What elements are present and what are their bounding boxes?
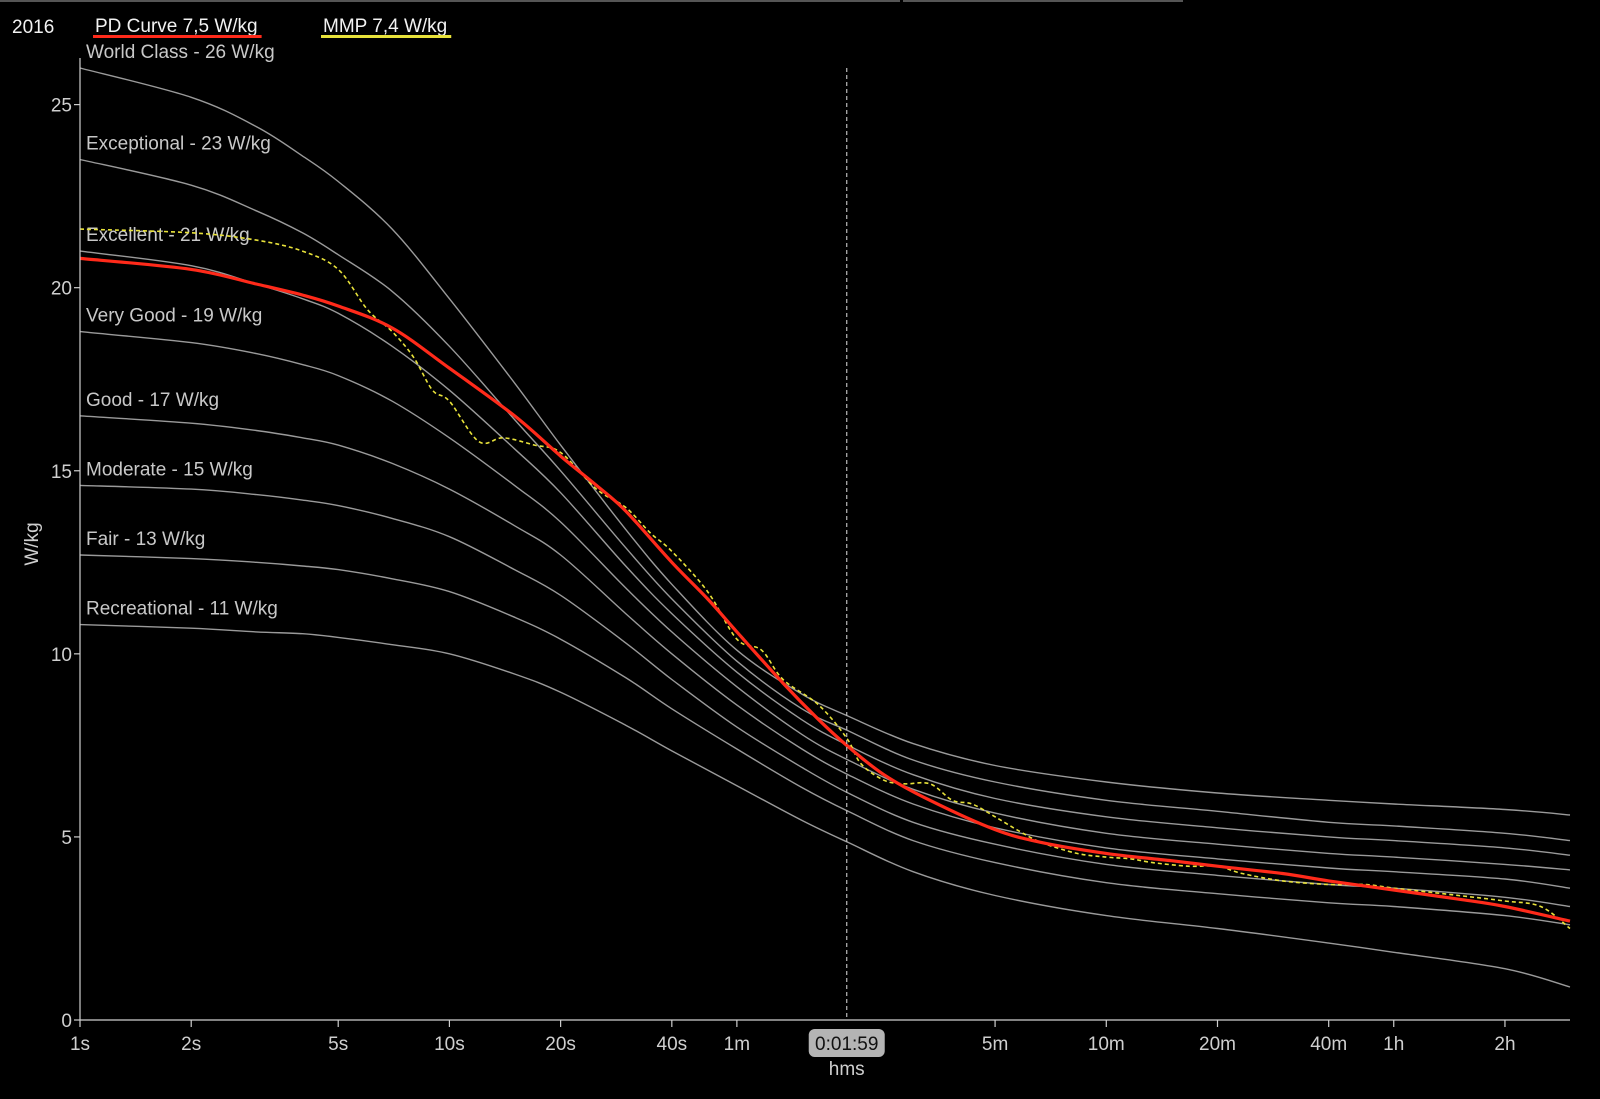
x-tick-label-2h: 2h xyxy=(1494,1034,1515,1055)
band-label-excellent-21-w-kg: Excellent - 21 W/kg xyxy=(86,225,250,246)
band-line-fair-13-w-kg xyxy=(79,554,1571,926)
band-label-world-class-26-w-kg: World Class - 26 W/kg xyxy=(86,42,275,63)
band-line-good-17-w-kg xyxy=(79,415,1571,889)
x-tick-label-40s: 40s xyxy=(657,1034,688,1055)
band-line-very-good-19-w-kg xyxy=(79,330,1571,871)
band-line-world-class-26-w-kg xyxy=(79,67,1571,816)
legend-label-mmp[interactable]: MMP 7,4 W/kg xyxy=(323,16,447,37)
band-line-recreational-11-w-kg xyxy=(79,623,1571,988)
series-pd-curve xyxy=(79,256,1571,923)
y-axis-label: W/kg xyxy=(22,522,43,565)
x-tick-label-1h: 1h xyxy=(1383,1034,1404,1055)
x-tick-label-1s: 1s xyxy=(70,1034,90,1055)
band-label-fair-13-w-kg: Fair - 13 W/kg xyxy=(86,529,205,550)
chart-header: 2016 PD Curve 7,5 W/kg MMP 7,4 W/kg xyxy=(12,16,452,38)
band-line-moderate-15-w-kg xyxy=(79,484,1571,908)
band-lines xyxy=(79,67,1571,988)
band-label-recreational-11-w-kg: Recreational - 11 W/kg xyxy=(86,599,278,620)
legend-swatch-pd-curve xyxy=(93,35,262,38)
x-tick-label-20s: 20s xyxy=(545,1034,576,1055)
x-tick-label-2s: 2s xyxy=(181,1034,201,1055)
cursor-layer: 0:01:59 xyxy=(808,68,885,1057)
x-tick-label-10s: 10s xyxy=(434,1034,465,1055)
band-line-exceptional-23-w-kg xyxy=(79,158,1571,842)
x-tick-label-20m: 20m xyxy=(1199,1034,1236,1055)
x-axis-label: hms xyxy=(829,1059,865,1080)
y-tick-label-15: 15 xyxy=(51,462,72,483)
band-labels: World Class - 26 W/kg Exceptional - 23 W/… xyxy=(86,42,278,620)
band-label-exceptional-23-w-kg: Exceptional - 23 W/kg xyxy=(86,134,271,155)
axes: 0 5 10 15 20 25 1s 2s 5s 10s 20s 40s 1m 5m 10m 20m 40m 1h… xyxy=(22,58,1570,1080)
x-tick-label-5m: 5m xyxy=(982,1034,1008,1055)
legend-swatch-mmp xyxy=(321,35,452,38)
band-label-very-good-19-w-kg: Very Good - 19 W/kg xyxy=(86,306,262,327)
year-label: 2016 xyxy=(12,17,54,38)
cursor-badge[interactable] xyxy=(808,1029,885,1057)
legend-label-pd-curve[interactable]: PD Curve 7,5 W/kg xyxy=(95,16,258,37)
frame-top-left xyxy=(0,0,900,2)
x-tick-label-1m: 1m xyxy=(724,1034,750,1055)
x-tick-label-5s: 5s xyxy=(328,1034,348,1055)
y-tick-label-25: 25 xyxy=(51,96,72,117)
series-layer xyxy=(79,228,1571,930)
y-tick-label-0: 0 xyxy=(61,1011,72,1032)
y-tick-label-20: 20 xyxy=(51,279,72,300)
x-tick-label-40m: 40m xyxy=(1310,1034,1347,1055)
y-tick-label-5: 5 xyxy=(61,828,72,849)
cursor-time-label: 0:01:59 xyxy=(815,1034,878,1055)
y-tick-label-10: 10 xyxy=(51,645,72,666)
band-label-moderate-15-w-kg: Moderate - 15 W/kg xyxy=(86,459,253,480)
series-mmp xyxy=(79,228,1571,930)
frame-top-right xyxy=(903,0,1183,2)
x-tick-label-10m: 10m xyxy=(1088,1034,1125,1055)
band-label-good-17-w-kg: Good - 17 W/kg xyxy=(86,390,219,411)
band-line-excellent-21-w-kg xyxy=(79,250,1571,856)
